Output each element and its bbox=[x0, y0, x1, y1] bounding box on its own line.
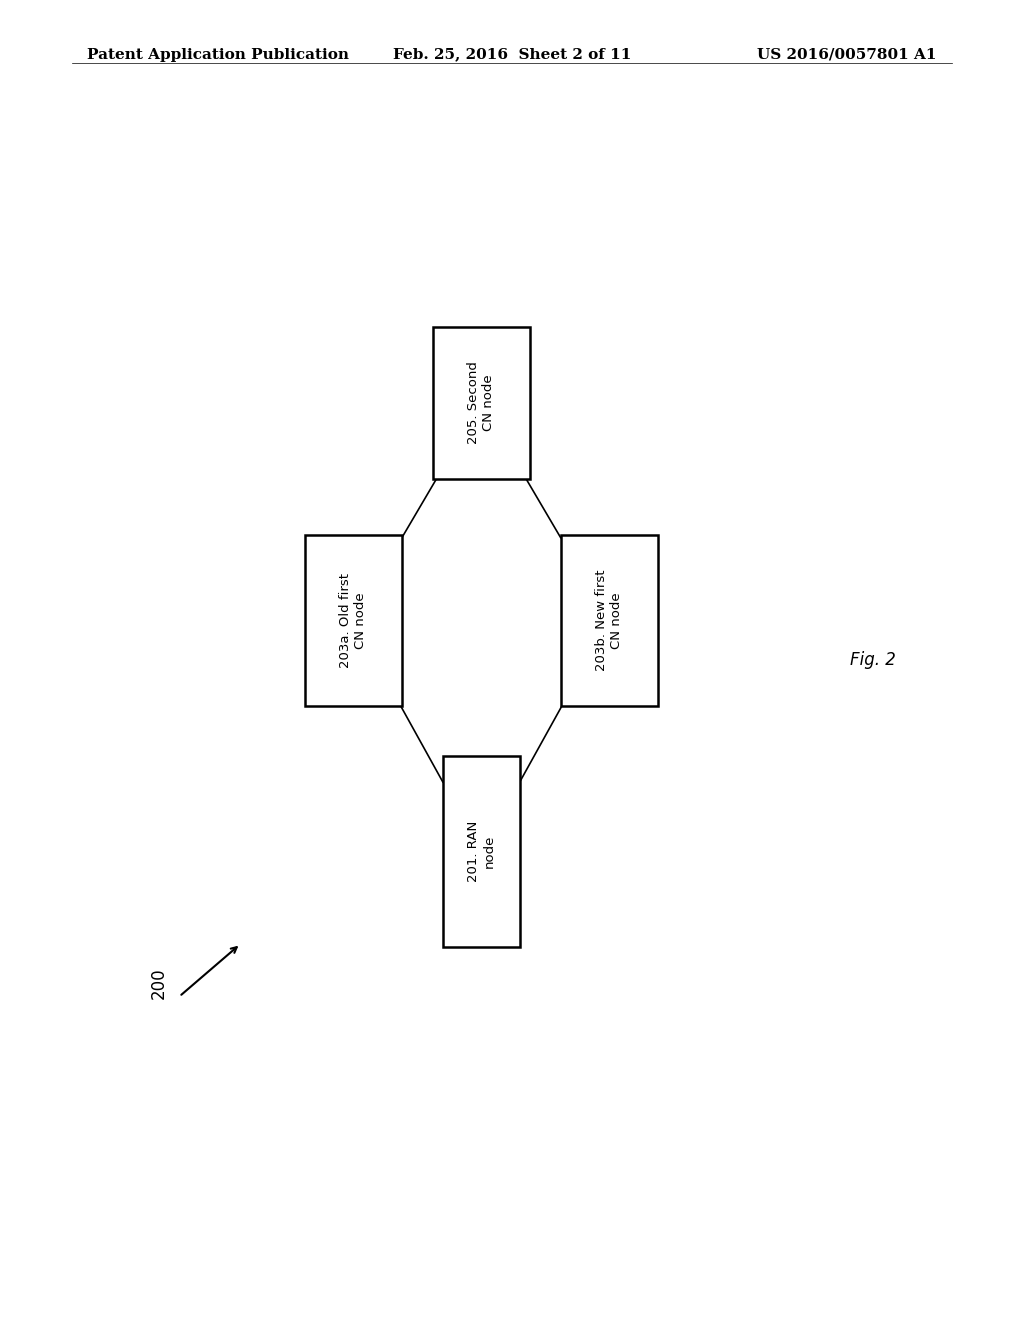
Text: 203b. New first
CN node: 203b. New first CN node bbox=[595, 570, 624, 671]
Text: Feb. 25, 2016  Sheet 2 of 11: Feb. 25, 2016 Sheet 2 of 11 bbox=[393, 48, 631, 62]
Bar bbox=[442, 755, 519, 948]
Text: Fig. 2: Fig. 2 bbox=[850, 651, 896, 669]
Text: 200: 200 bbox=[150, 968, 168, 999]
Text: 203a. Old first
CN node: 203a. Old first CN node bbox=[339, 573, 368, 668]
Bar bbox=[561, 535, 657, 706]
Bar bbox=[432, 327, 530, 479]
Bar bbox=[305, 535, 401, 706]
Text: US 2016/0057801 A1: US 2016/0057801 A1 bbox=[758, 48, 937, 62]
Text: Patent Application Publication: Patent Application Publication bbox=[87, 48, 349, 62]
Text: 205. Second
CN node: 205. Second CN node bbox=[467, 362, 496, 444]
Text: 201. RAN
node: 201. RAN node bbox=[467, 821, 496, 882]
